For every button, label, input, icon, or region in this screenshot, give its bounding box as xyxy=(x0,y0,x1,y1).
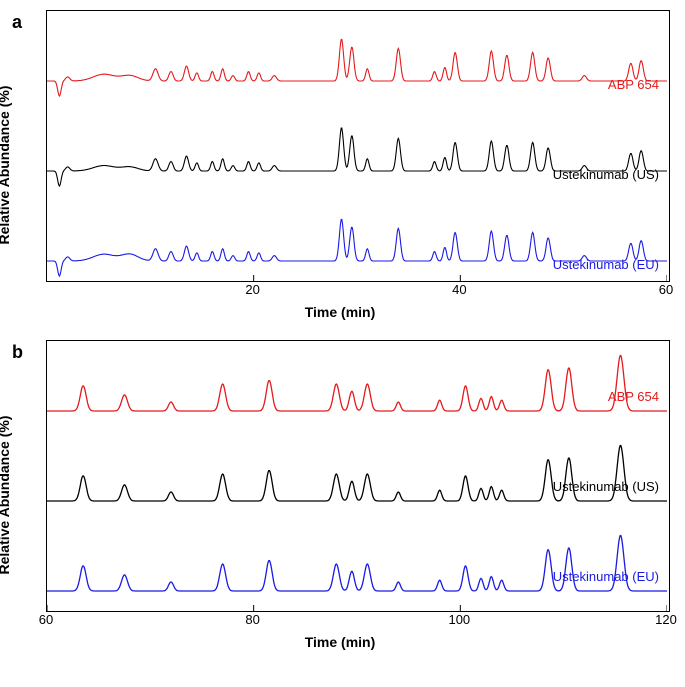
panel-a-svg: ABP 654 Ustekinumab (US) Ustekinumab (EU) xyxy=(47,11,667,281)
panel-a-letter: a xyxy=(12,12,22,33)
panel-b-letter: b xyxy=(12,342,23,363)
panel-b-x-axis-label: Time (min) xyxy=(10,634,670,650)
panel-b-svg: ABP 654 Ustekinumab (US) Ustekinumab (EU) xyxy=(47,341,667,611)
x-tick-label: 100 xyxy=(448,612,470,627)
series-label: Ustekinumab (EU) xyxy=(553,257,659,272)
panel-a-x-axis-label: Time (min) xyxy=(10,304,670,320)
series-label: ABP 654 xyxy=(608,389,659,404)
x-tick-label: 60 xyxy=(659,282,673,297)
panel-b-y-axis-label: Relative Abundance (%) xyxy=(0,416,12,575)
panel-a-plot-area: ABP 654 Ustekinumab (US) Ustekinumab (EU) xyxy=(46,10,670,282)
chromatogram-trace xyxy=(47,356,667,412)
panel-b-plot-area: ABP 654 Ustekinumab (US) Ustekinumab (EU) xyxy=(46,340,670,612)
panel-b: b Relative Abundance (%) ABP 654Ustekinu… xyxy=(10,340,670,650)
x-tick-label: 60 xyxy=(39,612,53,627)
series-label: ABP 654 xyxy=(608,77,659,92)
series-label: Ustekinumab (US) xyxy=(553,479,659,494)
x-tick-label: 20 xyxy=(245,282,259,297)
panel-b-x-ticks: 6080100120 xyxy=(46,612,666,630)
series-label: Ustekinumab (US) xyxy=(553,167,659,182)
chromatogram-trace xyxy=(47,39,667,96)
panel-a-y-axis-label: Relative Abundance (%) xyxy=(0,86,12,245)
x-tick-label: 120 xyxy=(655,612,677,627)
panel-a: a Relative Abundance (%) ABP 654Ustekinu… xyxy=(10,10,670,320)
panel-a-x-ticks: 204060 xyxy=(46,282,666,300)
x-tick-label: 40 xyxy=(452,282,466,297)
x-tick-label: 80 xyxy=(245,612,259,627)
series-label: Ustekinumab (EU) xyxy=(553,569,659,584)
